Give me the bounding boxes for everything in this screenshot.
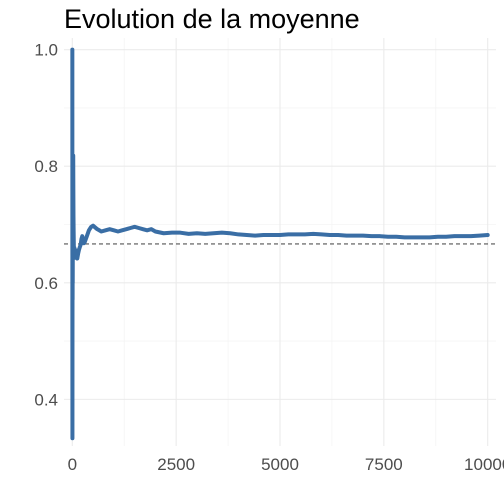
- y-tick-label: 0.4: [34, 390, 58, 409]
- mean-series-line: [70, 47, 490, 441]
- chart-title: Evolution de la moyenne: [64, 4, 360, 34]
- x-tick-label: 5000: [261, 455, 299, 474]
- y-tick-label: 0.6: [34, 274, 58, 293]
- x-tick-label: 7500: [365, 455, 403, 474]
- y-tick-label: 1.0: [34, 41, 58, 60]
- y-tick-label: 0.8: [34, 157, 58, 176]
- x-tick-label: 2500: [157, 455, 195, 474]
- plot-panel: [64, 38, 496, 446]
- y-axis-tick-labels: 0.4 0.6 0.8 1.0: [34, 41, 58, 410]
- x-tick-label: 0: [68, 455, 77, 474]
